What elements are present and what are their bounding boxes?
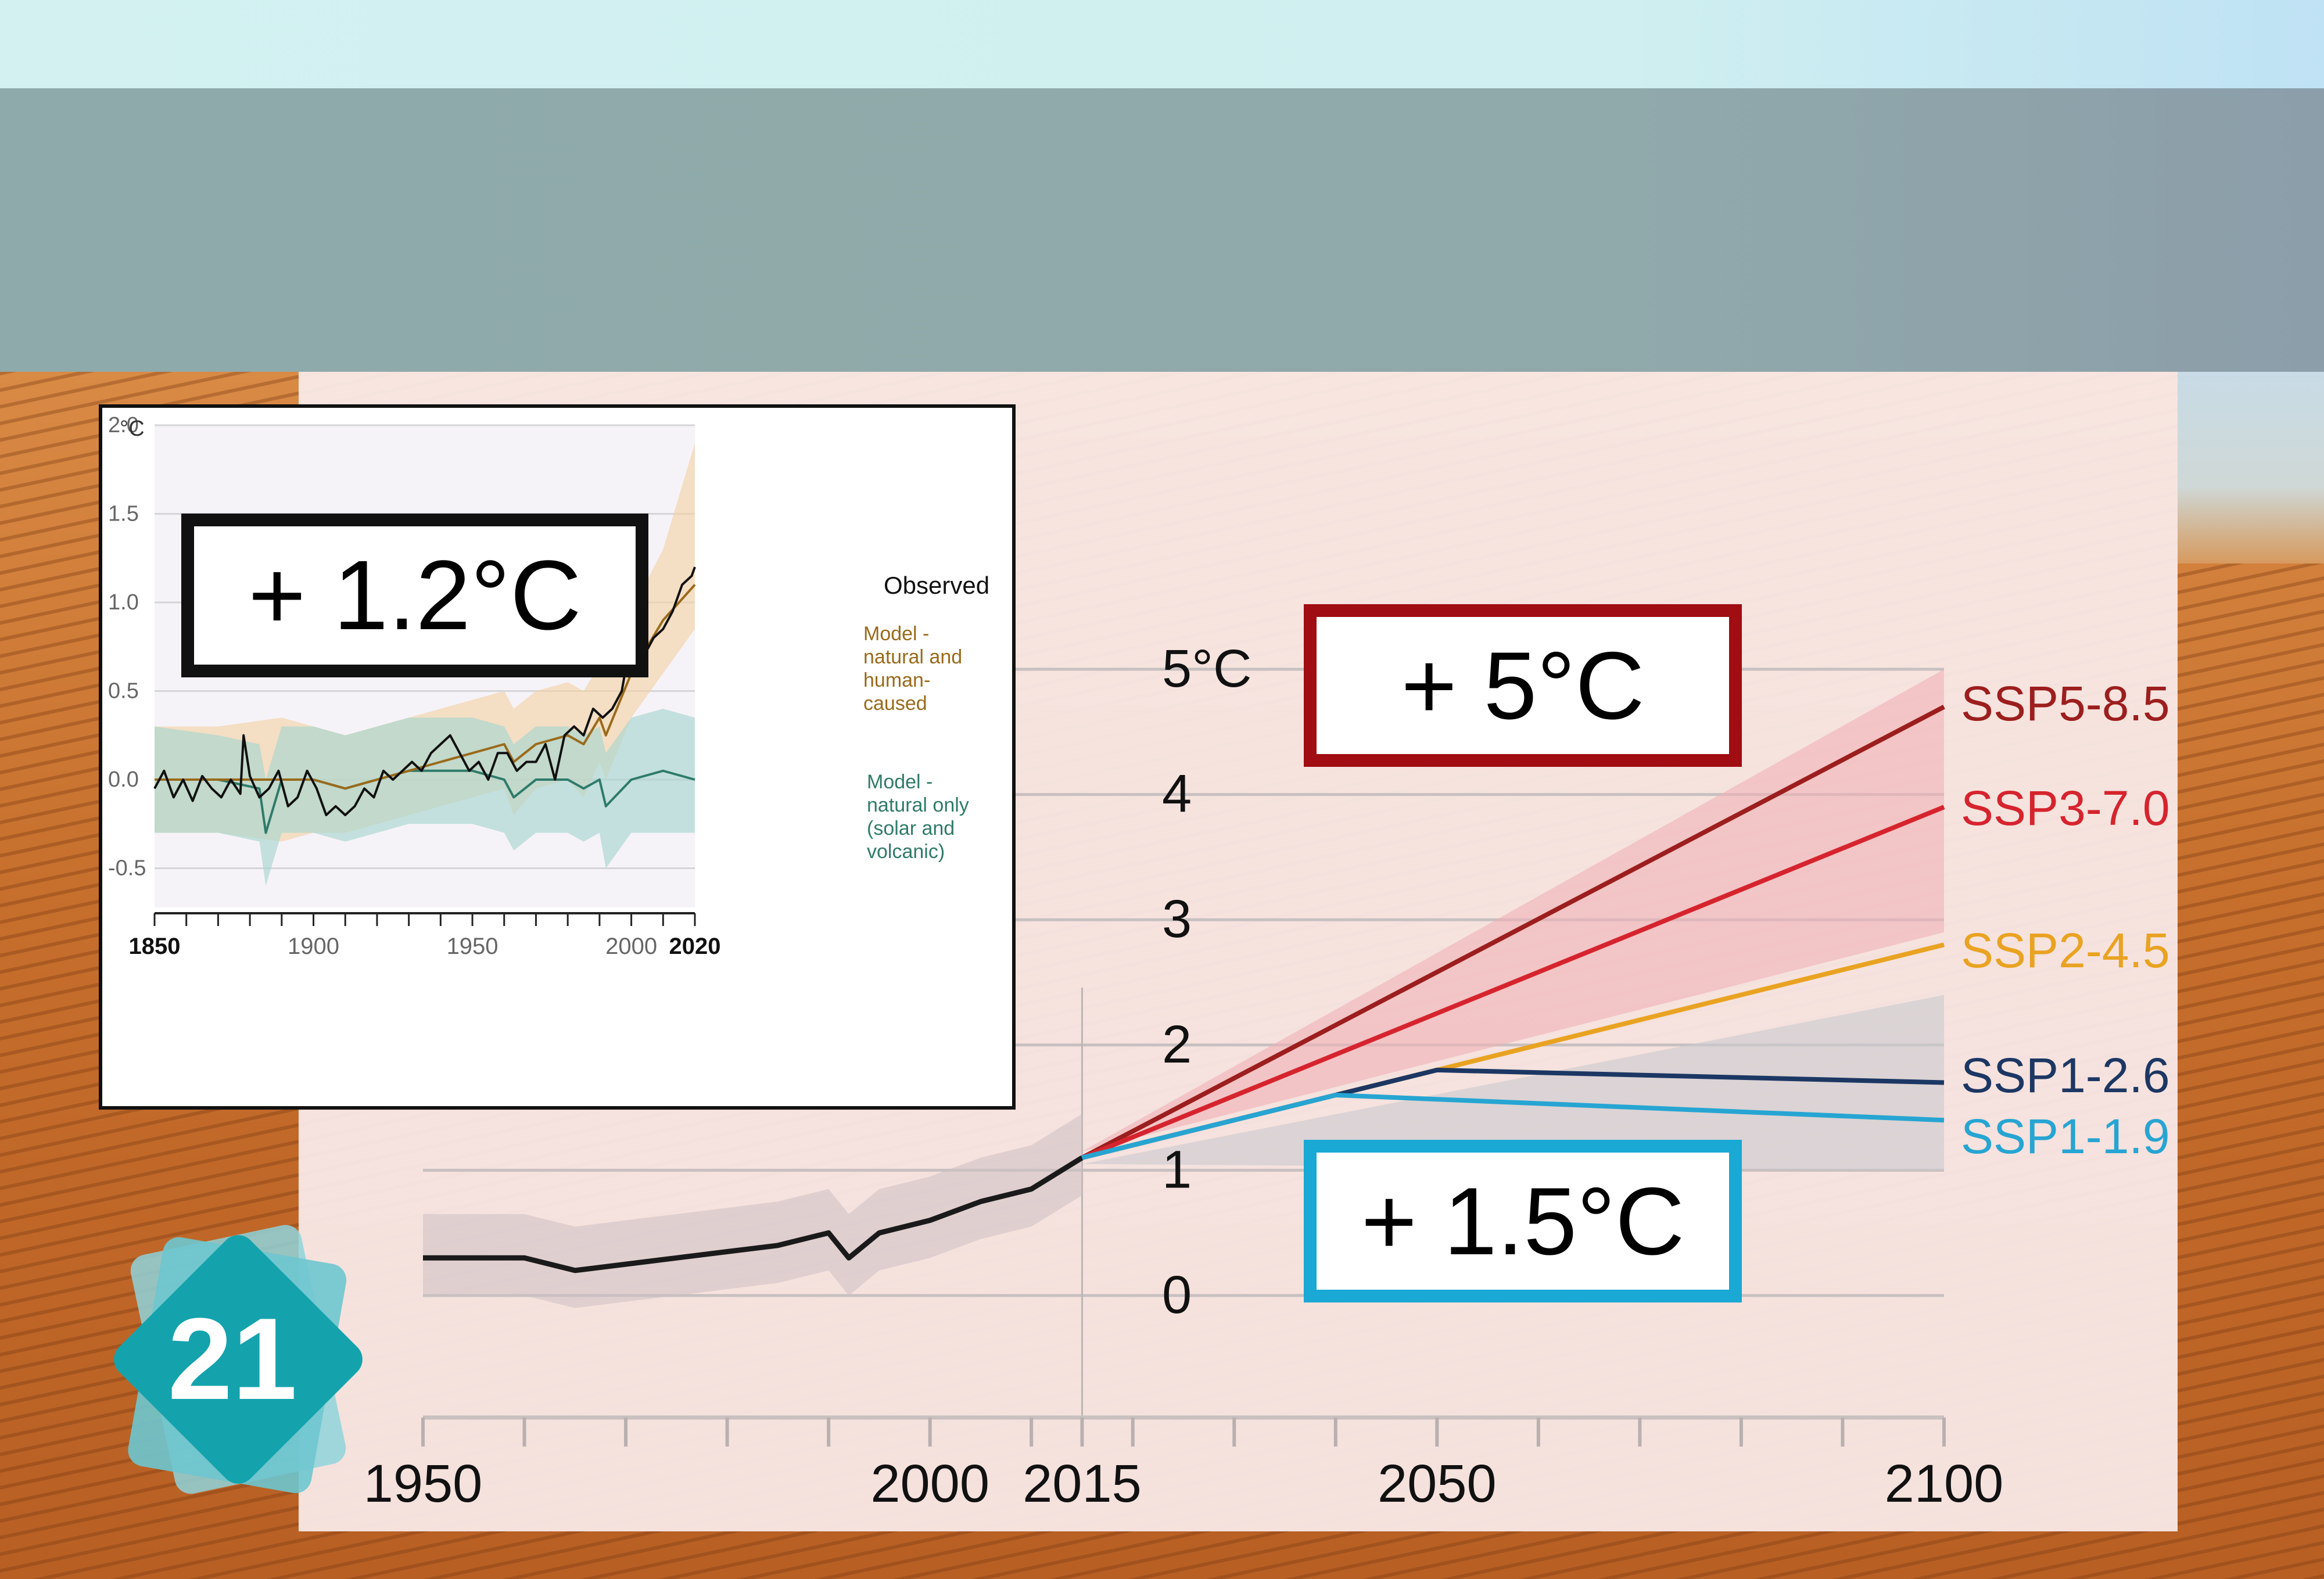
ssp-low-uncertainty-band: [1082, 995, 1944, 1171]
projection-uncertainty-bands: [423, 669, 1944, 1308]
historical-uncertainty-band: [423, 1114, 1082, 1308]
series-label-ssp5-8-5: SSP5-8.5: [1961, 676, 2170, 731]
projection-x-tick-label: 2050: [1378, 1454, 1497, 1513]
inset-series-lines: [153, 566, 696, 834]
sky-background: [0, 0, 2324, 88]
inset-y-tick-label: 1.0: [108, 590, 139, 615]
inset-x-tick-label: 1900: [288, 934, 339, 959]
projection-labels: 5°C 4 3 2 1 0 SSP5-8.5 SSP3-7.0 SSP2-4.5 SSP1-2.6…: [364, 639, 2170, 1513]
projection-x-axis: [421, 1415, 1946, 1447]
projection-x-tick-label: 1950: [364, 1454, 483, 1513]
slide-number: 21: [167, 1294, 297, 1424]
projection-y-tick-label: 3: [1162, 889, 1192, 949]
projection-series-lines: [423, 705, 1945, 1273]
historical-warming-inset: 2.0 1.5 1.0 0.5 0.0 -0.5 °C 1850 1900 1950 2000 202…: [99, 404, 1016, 1110]
projection-x-tick-label: 2000: [870, 1454, 989, 1513]
callout-plus-1-2-text: + 1.2°C: [248, 540, 582, 651]
slide-number-badge: [114, 1225, 363, 1494]
series-line-ssp5-8-5: [1081, 705, 1945, 1160]
inset-legend-model-natural-only-solar-and-volcanic: Model -natural only (solar and volcanic): [867, 771, 969, 863]
inset-x-tick-label: 2020: [669, 934, 721, 959]
historical-line: [423, 1155, 1084, 1273]
projection-y-tick-label: 5°C: [1162, 639, 1251, 698]
inset-line-observed: [153, 566, 696, 816]
inset-x-axis: [153, 912, 696, 926]
inset-line-model-natural-only-solar-and-volcanic: [155, 769, 695, 834]
projection-y-tick-label: 4: [1162, 765, 1192, 824]
callout-plus-1-5-text: + 1.5°C: [1361, 1167, 1685, 1275]
inset-y-tick-label: 0.5: [108, 679, 139, 704]
series-line-ssp1-1-9: [1081, 1093, 1945, 1160]
title-banner: [0, 88, 2324, 372]
inset-x-tick-label: 1850: [129, 934, 181, 959]
inset-x-tick-label: 1950: [447, 934, 498, 959]
projection-x-tick-label: 2015: [1023, 1454, 1142, 1513]
series-label-ssp1-1-9: SSP1-1.9: [1961, 1109, 2170, 1164]
inset-legend-model-natural-and-human-caused: Model -natural and human-caused: [863, 623, 962, 715]
desert-horizon: [2178, 372, 2324, 564]
callout-plus-5: + 5°C: [1304, 604, 1742, 767]
inset-x-tick-label: 2000: [605, 934, 657, 959]
callout-plus-5-text: + 5°C: [1401, 631, 1645, 739]
series-label-ssp2-4-5: SSP2-4.5: [1961, 923, 2170, 978]
inset-legend-observed: Observed: [884, 572, 989, 599]
inset-line-model-natural-and-human-caused: [155, 584, 696, 790]
projection-y-tick-label: 1: [1162, 1140, 1192, 1199]
projection-y-tick-label: 0: [1162, 1265, 1192, 1325]
series-label-ssp1-2-6: SSP1-2.6: [1961, 1048, 2170, 1103]
inset-y-tick-label: 1.5: [108, 502, 139, 526]
projection-y-tick-label: 2: [1162, 1015, 1192, 1074]
callout-plus-1-2: + 1.2°C: [181, 514, 648, 677]
inset-y-tick-label: 0.0: [108, 767, 139, 792]
callout-plus-1-5: + 1.5°C: [1304, 1140, 1742, 1302]
inset-y-tick-label: 2.0: [108, 413, 139, 437]
series-label-ssp3-7-0: SSP3-7.0: [1961, 781, 2170, 835]
inset-y-tick-label: -0.5: [108, 856, 146, 881]
ssp-high-uncertainty-band: [1082, 669, 1944, 1152]
series-line-ssp3-7-0: [1081, 805, 1945, 1160]
inset-y-unit: °C: [120, 417, 145, 441]
inset-labels: 2.0 1.5 1.0 0.5 0.0 -0.5 °C 1850 1900 1950 2000 202…: [108, 413, 989, 959]
projection-x-tick-label: 2100: [1885, 1454, 2004, 1513]
